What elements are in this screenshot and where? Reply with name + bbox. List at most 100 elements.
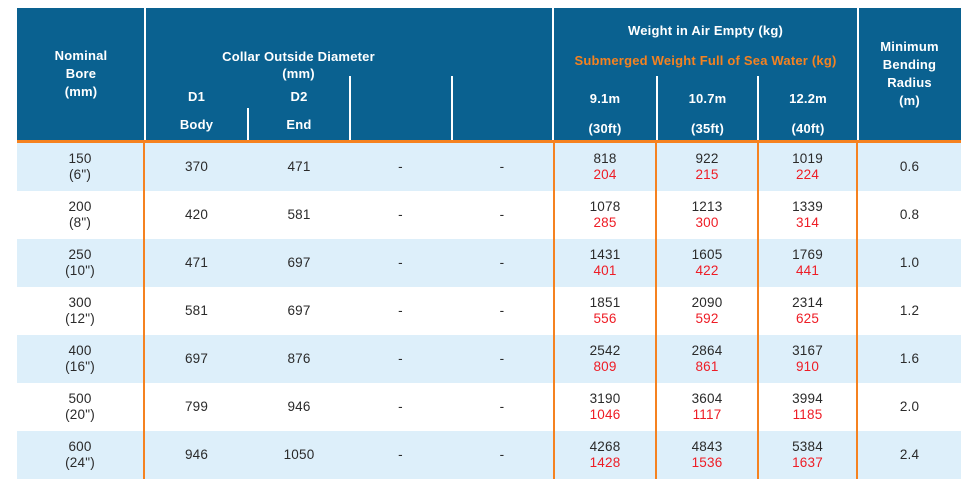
cell-min-bending-radius: 1.0 (899, 255, 920, 270)
weight-submerged: 422 (695, 263, 719, 278)
cell-d1-body: 799 (184, 399, 209, 414)
header-divider (144, 8, 146, 140)
header-nominal-line1: Nominal (54, 48, 108, 63)
weight-air: 1851 (589, 295, 621, 310)
table-row: 400 (16") 697 876 - - 2542 809 2864 861 … (17, 335, 961, 383)
table-header: Nominal Bore (mm) Collar Outside Diamete… (17, 8, 961, 143)
cell-weight-12-2m: 3167 910 (757, 335, 858, 383)
cell-blank-1: - (398, 159, 403, 174)
header-d2: D2 (290, 89, 308, 104)
cell-d1-body: 697 (184, 351, 209, 366)
header-divider (656, 76, 658, 140)
weight-submerged: 1536 (691, 455, 723, 470)
bore-inch: (10") (65, 263, 95, 278)
weight-submerged: 861 (695, 359, 719, 374)
cell-blank-1: - (398, 399, 403, 414)
table-row: 250 (10") 471 697 - - 1431 401 1605 422 … (17, 239, 961, 287)
header-minimum-bending-radius: Minimum Bending Radius (m) (858, 8, 961, 140)
collar-unit: (mm) (282, 66, 315, 81)
cell-d1-body: 581 (184, 303, 209, 318)
header-d1: D1 (187, 89, 206, 104)
weight-submerged: 809 (593, 359, 617, 374)
header-length-35ft: (35ft) (691, 121, 724, 136)
header-minbend-line4: (m) (899, 93, 920, 108)
pipe-specification-table: Nominal Bore (mm) Collar Outside Diamete… (17, 8, 961, 479)
header-weight-in-air: Weight in Air Empty (kg) (627, 23, 784, 38)
collar-title: Collar Outside Diameter (222, 49, 375, 64)
table-body: 150 (6") 370 471 - - 818 204 922 215 101… (17, 143, 961, 479)
cell-min-bending-radius: 1.2 (899, 303, 920, 318)
table-row: 500 (20") 799 946 - - 3190 1046 3604 111… (17, 383, 961, 431)
weight-submerged: 314 (795, 215, 820, 230)
cell-blank-1: - (398, 303, 403, 318)
weight-air: 3167 (792, 343, 823, 358)
weight-submerged: 1185 (792, 407, 823, 422)
weight-air: 4268 (589, 439, 621, 454)
cell-weight-12-2m: 1769 441 (757, 239, 858, 287)
cell-d2-end: 946 (287, 399, 311, 414)
weight-air: 2314 (792, 295, 823, 310)
cell-d1-body: 420 (184, 207, 209, 222)
header-nominal-line3: (mm) (64, 84, 98, 99)
cell-nominal-bore: 400 (16") (17, 335, 145, 383)
cell-nominal-bore: 600 (24") (17, 431, 145, 479)
header-collar-outside-diameter: Collar Outside Diameter (mm) (145, 48, 452, 82)
bore-mm: 400 (68, 343, 92, 358)
cell-blank-2: - (499, 351, 505, 366)
weight-submerged: 300 (695, 215, 719, 230)
cell-d2-end: 1050 (283, 447, 315, 462)
bore-mm: 150 (68, 151, 92, 166)
weight-submerged: 441 (795, 263, 820, 278)
weight-submerged: 401 (593, 263, 617, 278)
cell-weight-9-1m: 1078 285 (553, 191, 655, 239)
header-minbend-line1: Minimum (880, 39, 939, 54)
cell-d2-end: 697 (287, 303, 311, 318)
weight-submerged: 625 (795, 311, 820, 326)
bore-mm: 600 (68, 439, 92, 454)
cell-blank-1: - (398, 255, 403, 270)
weight-submerged: 1428 (589, 455, 621, 470)
cell-weight-10-7m: 4843 1536 (655, 431, 757, 479)
cell-weight-12-2m: 5384 1637 (757, 431, 858, 479)
header-divider (247, 108, 249, 140)
cell-weight-10-7m: 3604 1117 (655, 383, 757, 431)
header-length-9-1m: 9.1m (589, 91, 621, 106)
weight-air: 1431 (589, 247, 621, 262)
cell-min-bending-radius: 1.6 (899, 351, 920, 366)
header-nominal-line2: Bore (65, 66, 97, 81)
cell-min-bending-radius: 0.6 (899, 159, 920, 174)
cell-d1-body: 946 (184, 447, 209, 462)
bore-mm: 300 (68, 295, 92, 310)
weight-submerged: 215 (695, 167, 719, 182)
weight-submerged: 224 (795, 167, 820, 182)
weight-air: 1769 (792, 247, 823, 262)
cell-weight-12-2m: 1339 314 (757, 191, 858, 239)
weight-air: 922 (695, 151, 719, 166)
header-minbend-line3: Radius (887, 75, 932, 90)
bore-inch: (12") (65, 311, 95, 326)
weight-air: 5384 (792, 439, 823, 454)
header-submerged-weight: Submerged Weight Full of Sea Water (kg) (574, 53, 837, 68)
cell-weight-10-7m: 2090 592 (655, 287, 757, 335)
weight-air: 4843 (691, 439, 723, 454)
weight-air: 1213 (691, 199, 723, 214)
cell-d2-end: 581 (287, 207, 311, 222)
weight-air: 1339 (792, 199, 823, 214)
bore-inch: (20") (65, 407, 95, 422)
header-nominal-bore: Nominal Bore (mm) (17, 8, 145, 140)
cell-blank-2: - (499, 207, 505, 222)
header-minbend-line2: Bending (882, 57, 937, 72)
cell-nominal-bore: 200 (8") (17, 191, 145, 239)
header-length-12-2m: 12.2m (789, 91, 827, 106)
cell-weight-10-7m: 2864 861 (655, 335, 757, 383)
bore-inch: (16") (65, 359, 95, 374)
cell-blank-1: - (398, 351, 403, 366)
cell-blank-2: - (499, 303, 505, 318)
cell-blank-1: - (398, 447, 403, 462)
header-divider (451, 76, 453, 140)
weight-submerged: 592 (695, 311, 719, 326)
header-divider (857, 8, 859, 140)
table-row: 150 (6") 370 471 - - 818 204 922 215 101… (17, 143, 961, 191)
header-d2-end: End (286, 117, 312, 132)
weight-submerged: 285 (593, 215, 617, 230)
